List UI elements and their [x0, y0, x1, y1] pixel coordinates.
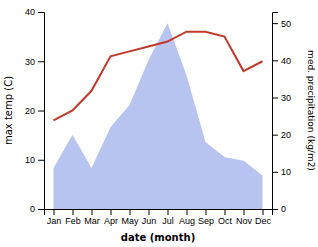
x-tick-label: Jul — [162, 216, 174, 226]
x-tick-mark — [92, 209, 93, 215]
y-tick-mark — [38, 111, 44, 112]
y2-axis-title: med. precipitation (kg/m2) — [306, 50, 316, 171]
y2-tick-label: 20 — [281, 130, 291, 140]
y-tick: 40 — [25, 7, 44, 17]
y2-tick: 30 — [272, 93, 291, 103]
y-tick-mark — [38, 12, 44, 13]
marks — [54, 23, 263, 209]
y2-tick-label: 50 — [281, 19, 291, 29]
y-tick-mark — [38, 160, 44, 161]
y-tick: 30 — [25, 57, 44, 67]
x-tick-label: Nov — [236, 216, 253, 226]
x-tick-mark — [73, 209, 74, 215]
y-tick-label: 40 — [25, 7, 35, 17]
x-tick-label: Dec — [255, 216, 272, 226]
y2-tick-mark — [272, 209, 278, 210]
y2-tick-mark — [272, 172, 278, 173]
x-tick-label: May — [121, 216, 139, 226]
x-tick-label: Sep — [198, 216, 214, 226]
x-tick: Nov — [236, 209, 253, 226]
x-tick: Jun — [142, 209, 157, 226]
y-tick: 0 — [30, 204, 44, 214]
y-axis-line — [38, 13, 45, 210]
y2-tick-label: 10 — [281, 167, 291, 177]
y2-tick-mark — [272, 60, 278, 61]
x-tick: Oct — [218, 209, 233, 226]
y2-tick: 20 — [272, 130, 291, 140]
x-tick-mark — [244, 209, 245, 215]
y2-axis: 0 10 20 30 40 50 — [272, 13, 291, 215]
y-tick-label: 30 — [25, 57, 35, 67]
y-tick-label: 10 — [25, 155, 35, 165]
x-axis: JanFebMar AprMayJun Jul AugSep OctNovDec — [45, 209, 273, 226]
y-tick: 10 — [25, 155, 44, 165]
x-tick-label: Jun — [142, 216, 157, 226]
y2-tick-mark — [272, 135, 278, 136]
x-tick-mark — [111, 209, 112, 215]
y-axis-title: max temp (C) — [3, 76, 14, 145]
x-tick-mark — [225, 209, 226, 215]
x-axis-title: date (month) — [121, 232, 195, 243]
x-tick: Sep — [198, 209, 214, 226]
y2-tick: 50 — [272, 19, 291, 29]
x-tick-label: Feb — [65, 216, 81, 226]
y2-tick-mark — [272, 23, 278, 24]
x-tick: Jan — [47, 209, 62, 226]
chart: JanFebMar AprMayJun Jul AugSep OctNovDec 0 10 2… — [0, 0, 318, 247]
y2-tick: 0 — [272, 204, 286, 214]
y-tick-mark — [38, 209, 44, 210]
x-tick-mark — [130, 209, 131, 215]
y-tick-label: 0 — [30, 204, 35, 214]
x-tick-mark — [187, 209, 188, 215]
y2-tick-label: 0 — [281, 204, 286, 214]
x-tick: Aug — [179, 209, 195, 226]
x-tick-label: Oct — [218, 216, 233, 226]
x-tick-mark — [149, 209, 150, 215]
y2-tick-label: 30 — [281, 93, 291, 103]
y-tick: 20 — [25, 106, 44, 116]
y-axis: 0 10 20 30 40 — [25, 7, 45, 214]
x-tick-mark — [168, 209, 169, 215]
x-tick: Jul — [162, 209, 174, 226]
y2-tick-label: 40 — [281, 56, 291, 66]
x-tick: Feb — [65, 209, 81, 226]
x-tick-label: Aug — [179, 216, 195, 226]
plot: JanFebMar AprMayJun Jul AugSep OctNovDec 0 10 2… — [25, 7, 291, 226]
x-tick-mark — [54, 209, 55, 215]
line — [54, 32, 263, 121]
x-axis-line — [45, 210, 273, 216]
y2-tick: 40 — [272, 56, 291, 66]
x-tick-mark — [206, 209, 207, 215]
x-tick: May — [121, 209, 139, 226]
x-tick-label: Apr — [104, 216, 118, 226]
y2-tick-mark — [272, 97, 278, 98]
area — [54, 23, 263, 209]
y-tick-mark — [38, 61, 44, 62]
x-tick: Mar — [84, 209, 100, 226]
x-tick-label: Mar — [84, 216, 100, 226]
y2-tick: 10 — [272, 167, 291, 177]
y-tick-label: 20 — [25, 106, 35, 116]
x-tick-mark — [263, 209, 264, 215]
x-tick-label: Jan — [47, 216, 62, 226]
x-tick: Dec — [255, 209, 272, 226]
x-tick: Apr — [104, 209, 118, 226]
y2-axis-line — [273, 13, 279, 210]
